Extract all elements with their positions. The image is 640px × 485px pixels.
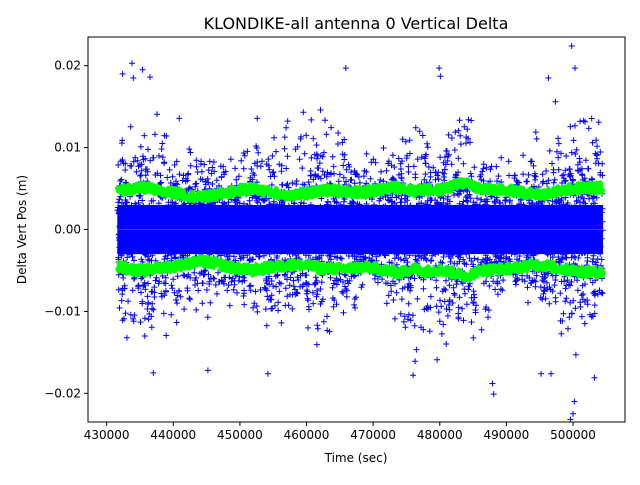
y-axis: −0.02 −0.01 0.00 0.01 0.02	[44, 59, 88, 400]
green-lower-envelope	[114, 254, 606, 283]
y-axis-label: Delta Vert Pos (m)	[15, 175, 29, 284]
y-tick-label: 0.02	[54, 59, 81, 73]
y-tick-label: 0.00	[54, 223, 81, 237]
x-tick-label: 490000	[484, 428, 530, 442]
data-layer	[114, 43, 606, 422]
x-tick-label: 460000	[284, 428, 330, 442]
x-tick-label: 500000	[550, 428, 596, 442]
green-upper-envelope	[114, 177, 606, 204]
plot-area	[87, 36, 626, 423]
x-tick-label: 470000	[350, 428, 396, 442]
y-tick-label: −0.01	[44, 304, 81, 318]
x-tick-label: 480000	[417, 428, 463, 442]
x-tick-label: 440000	[150, 428, 196, 442]
chart-title: KLONDIKE-all antenna 0 Vertical Delta	[204, 14, 509, 33]
y-tick-label: −0.02	[44, 386, 81, 400]
x-tick-label: 450000	[217, 428, 263, 442]
y-tick-label: 0.01	[54, 141, 81, 155]
x-tick-label: 430000	[84, 428, 130, 442]
x-axis-label: Time (sec)	[324, 451, 388, 465]
x-axis: 430000 440000 450000 460000 470000 480000 4900…	[84, 422, 596, 442]
